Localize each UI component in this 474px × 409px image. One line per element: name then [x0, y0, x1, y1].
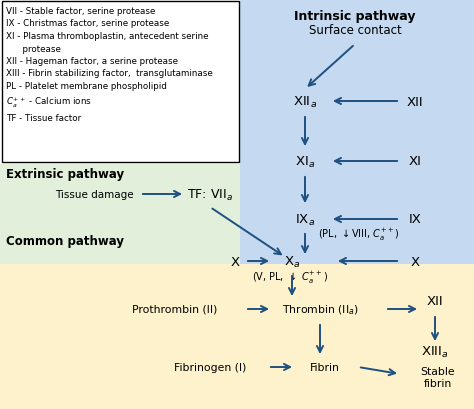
Text: (V, PL, $\downarrow$ $C_a^{++}$): (V, PL, $\downarrow$ $C_a^{++}$): [252, 269, 328, 285]
Bar: [2, 2, 239, 163]
Text: X: X: [230, 255, 239, 268]
Text: Extrinsic pathway: Extrinsic pathway: [6, 168, 124, 180]
Bar: [240, 0, 474, 264]
Text: XI: XI: [409, 155, 421, 168]
Text: Prothrombin (II): Prothrombin (II): [132, 304, 218, 314]
Text: VII - Stable factor, serine protease
IX - Christmas factor, serine protease
XI -: VII - Stable factor, serine protease IX …: [6, 7, 213, 122]
Text: XI$_a$: XI$_a$: [295, 154, 315, 169]
Text: XII: XII: [427, 295, 443, 308]
Text: (PL, $\downarrow$VIII, $C_a^{++}$): (PL, $\downarrow$VIII, $C_a^{++}$): [318, 227, 400, 243]
Text: XII$_a$: XII$_a$: [293, 94, 317, 109]
Bar: [0, 164, 240, 264]
Text: Common pathway: Common pathway: [6, 234, 124, 247]
Text: XII: XII: [407, 95, 423, 108]
Text: Intrinsic pathway: Intrinsic pathway: [294, 10, 416, 23]
Text: Tissue damage: Tissue damage: [55, 189, 134, 200]
Text: Surface contact: Surface contact: [309, 24, 401, 37]
Text: IX: IX: [409, 213, 421, 226]
Bar: [0, 264, 474, 409]
Text: Fibrinogen (I): Fibrinogen (I): [174, 362, 246, 372]
Text: Thrombin (II$_a$): Thrombin (II$_a$): [282, 303, 358, 316]
Text: Fibrin: Fibrin: [310, 362, 340, 372]
Text: X: X: [410, 255, 419, 268]
Text: Stable
fibrin: Stable fibrin: [421, 366, 456, 388]
Text: XIII$_a$: XIII$_a$: [421, 344, 449, 359]
Text: TF: VII$_a$: TF: VII$_a$: [187, 187, 233, 202]
Text: X$_a$: X$_a$: [284, 254, 300, 269]
Text: IX$_a$: IX$_a$: [295, 212, 315, 227]
